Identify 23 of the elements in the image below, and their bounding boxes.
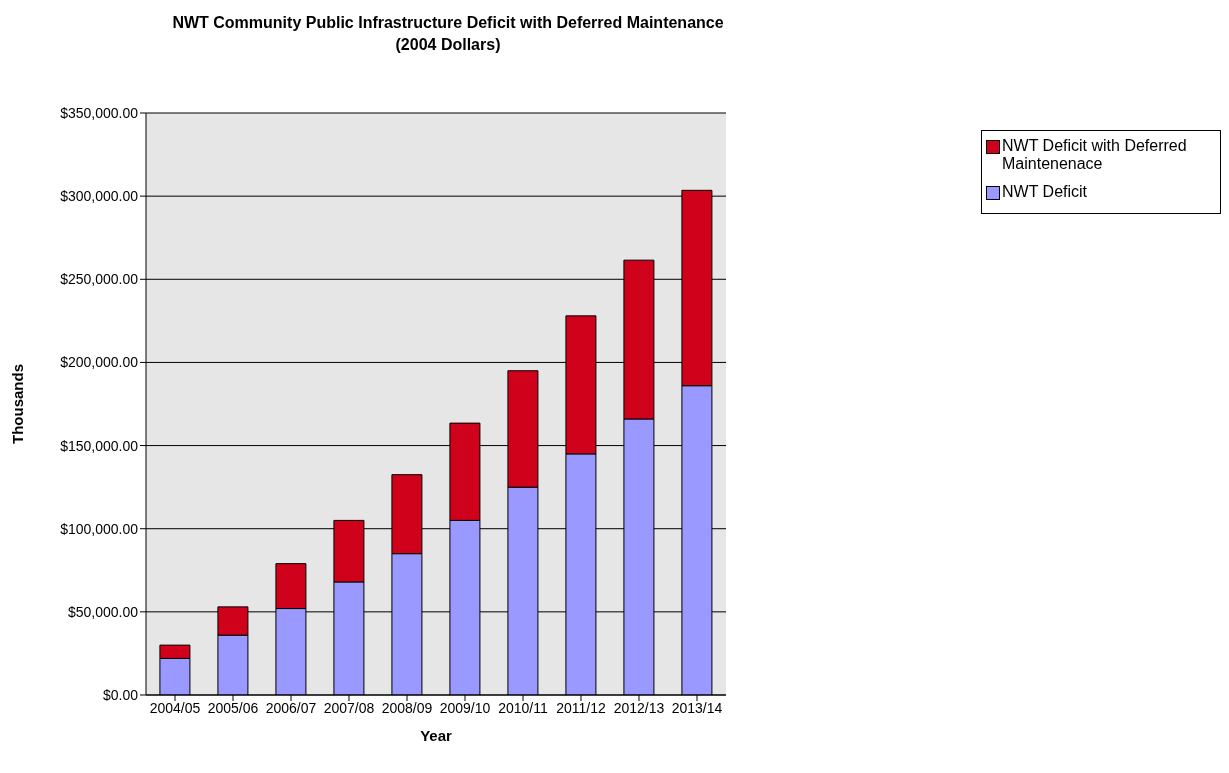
x-tick-label: 2008/09: [381, 699, 433, 716]
x-tick-label: 2007/08: [323, 699, 375, 716]
y-tick-label: $250,000.00: [60, 271, 139, 288]
x-tick-label: 2012/13: [613, 699, 665, 716]
x-tick-label: 2004/05: [149, 699, 201, 716]
y-tick-label: $0.00: [102, 686, 139, 703]
x-axis-title: Year: [420, 727, 453, 744]
legend-label: NWT Deficit: [1002, 183, 1089, 201]
y-tick-label: $300,000.00: [60, 188, 139, 205]
x-tick-label: 2009/10: [439, 699, 491, 716]
y-tick-label: $350,000.00: [60, 104, 139, 121]
y-tick-label: $50,000.00: [67, 603, 139, 620]
x-tick-label: 2010/11: [498, 699, 548, 716]
x-tick-label: 2013/14: [671, 699, 723, 716]
y-tick-label: $100,000.00: [60, 520, 139, 537]
x-tick-label: 2005/06: [207, 699, 259, 716]
legend-label: NWT Deficit with Deferred Maintenenace: [1002, 137, 1188, 173]
y-tick-label: $150,000.00: [60, 437, 139, 454]
x-tick-label: 2006/07: [265, 699, 317, 716]
x-tick-label: 2011/12: [556, 699, 606, 716]
y-axis-title: Thousands: [9, 363, 27, 445]
y-tick-label: $200,000.00: [60, 354, 139, 371]
chart-title: NWT Community Public Infrastructure Deficit with Deferred Maintenance (2004 Dollars): [171, 13, 725, 55]
